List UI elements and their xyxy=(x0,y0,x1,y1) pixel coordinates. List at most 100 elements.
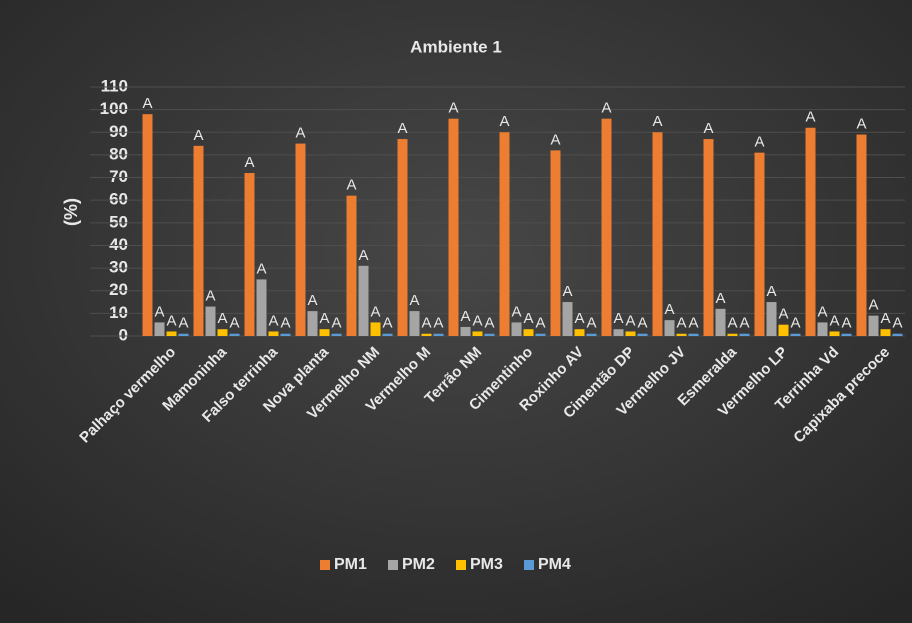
bar-letter: A xyxy=(715,290,725,307)
bar xyxy=(790,333,801,336)
legend-label: PM2 xyxy=(402,556,435,573)
bar-letter: A xyxy=(535,315,545,332)
bar xyxy=(892,333,903,336)
bar xyxy=(256,279,267,336)
y-tick-label: 60 xyxy=(109,190,128,209)
bar xyxy=(778,324,789,336)
bar-letter: A xyxy=(778,306,788,323)
y-tick-label: 70 xyxy=(109,167,128,186)
bar-letter: A xyxy=(319,310,329,327)
bar xyxy=(523,329,534,336)
bar xyxy=(715,308,726,336)
bar xyxy=(754,152,765,336)
bar-letter: A xyxy=(154,303,164,320)
y-tick-label: 100 xyxy=(100,99,128,118)
bar xyxy=(586,333,597,336)
bar xyxy=(625,331,636,336)
legend-swatch xyxy=(524,560,534,570)
bar-letter: A xyxy=(370,303,380,320)
bar xyxy=(166,331,177,336)
bar xyxy=(613,329,624,336)
bar-letter: A xyxy=(382,315,392,332)
bar-letter: A xyxy=(346,177,356,194)
bar-letter: A xyxy=(205,288,215,305)
bar-letter: A xyxy=(280,315,290,332)
bar-letter: A xyxy=(511,303,521,320)
bar xyxy=(205,306,216,336)
bar-letter: A xyxy=(817,303,827,320)
bar xyxy=(499,132,510,336)
y-tick-label: 90 xyxy=(109,122,128,141)
bar xyxy=(307,311,318,336)
bar-letter: A xyxy=(562,283,572,300)
bar xyxy=(178,333,189,336)
y-tick-label: 30 xyxy=(109,258,128,277)
y-tick-label: 110 xyxy=(101,76,128,95)
bar-letter: A xyxy=(739,315,749,332)
legend-label: PM3 xyxy=(470,556,503,573)
bar-letter: A xyxy=(892,315,902,332)
bar-letter: A xyxy=(484,315,494,332)
bar-letter: A xyxy=(613,310,623,327)
bar xyxy=(409,311,420,336)
bar-letter: A xyxy=(688,315,698,332)
bar-letter: A xyxy=(166,312,176,329)
bar xyxy=(805,127,816,336)
bar-letter: A xyxy=(397,120,407,137)
bar-letter: A xyxy=(574,310,584,327)
bar xyxy=(652,132,663,336)
bar-letter: A xyxy=(829,312,839,329)
bar-letter: A xyxy=(295,125,305,142)
y-tick-label: 20 xyxy=(109,280,128,299)
y-tick-label: 10 xyxy=(109,303,128,322)
bar-letter: A xyxy=(460,308,470,325)
bar-letter: A xyxy=(550,131,560,148)
bar xyxy=(358,265,369,336)
bar-letter: A xyxy=(868,297,878,314)
bar xyxy=(244,173,255,336)
y-tick-label: 80 xyxy=(109,144,128,163)
bar-letter: A xyxy=(229,315,239,332)
bar-letter: A xyxy=(586,315,596,332)
bar xyxy=(688,333,699,336)
bar xyxy=(550,150,561,336)
bar xyxy=(841,333,852,336)
bar-letter: A xyxy=(358,247,368,264)
bar-letter: A xyxy=(754,134,764,151)
bar-letter: A xyxy=(268,312,278,329)
bar xyxy=(817,322,828,336)
bar-letter: A xyxy=(244,154,254,171)
legend-label: PM4 xyxy=(538,556,571,573)
bar-letter: A xyxy=(727,315,737,332)
bar xyxy=(268,331,279,336)
bar-letter: A xyxy=(472,312,482,329)
bar xyxy=(574,329,585,336)
bar xyxy=(397,139,408,336)
bar-letter: A xyxy=(625,312,635,329)
bar-letter: A xyxy=(499,113,509,130)
legend-swatch xyxy=(456,560,466,570)
bar xyxy=(868,315,879,336)
bar xyxy=(535,333,546,336)
bar xyxy=(472,331,483,336)
bar xyxy=(421,333,432,336)
bar-letter: A xyxy=(880,310,890,327)
bar-letter: A xyxy=(805,109,815,126)
bar-letter: A xyxy=(703,120,713,137)
bar xyxy=(856,134,867,336)
bar xyxy=(829,331,840,336)
bar-letter: A xyxy=(178,315,188,332)
bar-letter: A xyxy=(307,292,317,309)
bar-letter: A xyxy=(217,310,227,327)
legend-swatch xyxy=(388,560,398,570)
bar xyxy=(511,322,522,336)
bar xyxy=(460,326,471,336)
bar xyxy=(562,302,573,336)
bar xyxy=(703,139,714,336)
bar-letter: A xyxy=(142,95,152,112)
y-tick-label: 40 xyxy=(109,235,128,254)
bar xyxy=(280,333,291,336)
bar xyxy=(664,320,675,336)
